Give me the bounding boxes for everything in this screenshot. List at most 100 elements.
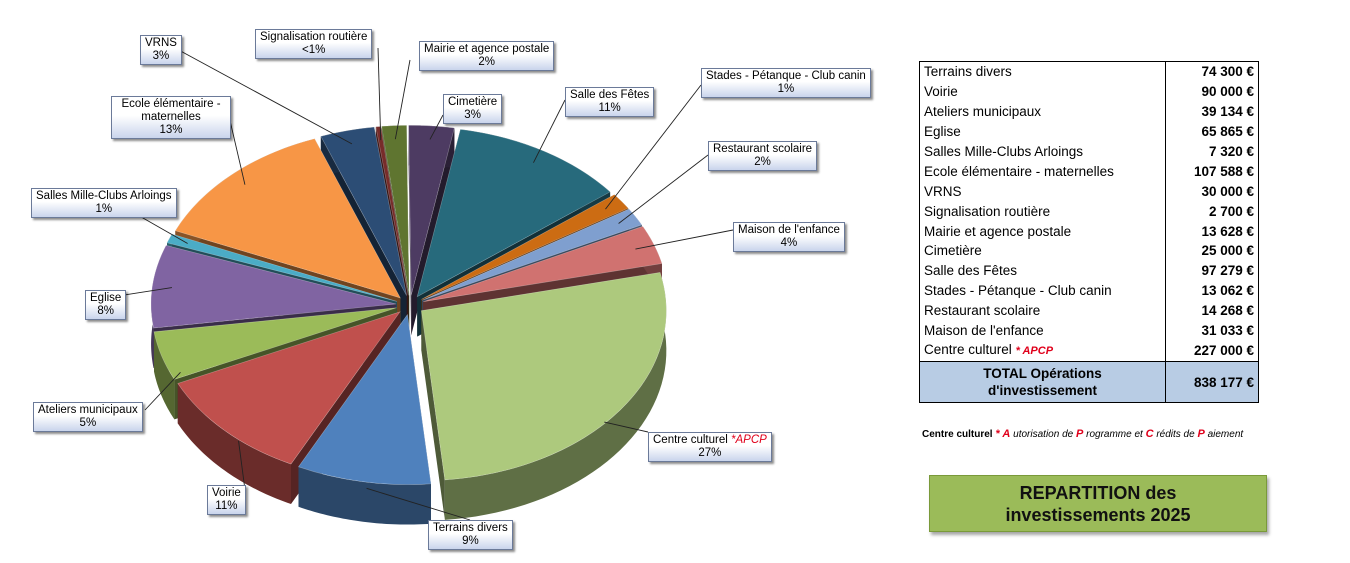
callout-percent: 2%	[478, 56, 495, 68]
callout-restaurant-scolaire: Restaurant scolaire 2%	[708, 141, 818, 171]
footnote-word-4: aiement	[1207, 429, 1244, 440]
row-label: Ateliers municipaux	[924, 104, 1042, 120]
callout-ecole: Ecole élémentaire - maternelles 13%	[111, 96, 231, 139]
row-label: Salle des Fêtes	[924, 263, 1018, 279]
callout-percent: 1%	[95, 203, 113, 215]
pie-slice	[375, 126, 409, 296]
row-label: Voirie	[924, 84, 958, 100]
callout-percent: 13%	[159, 124, 183, 136]
pie-slice	[320, 126, 407, 296]
pie-slice	[422, 208, 643, 301]
table-row-amount: 39 134 €	[1165, 101, 1259, 122]
row-label: Terrains divers	[924, 64, 1012, 80]
table-row-amount: 13 062 €	[1165, 280, 1259, 301]
pie-slice	[421, 272, 667, 481]
pie-slice	[421, 194, 629, 300]
table-row: Cimetière 25 000 €	[919, 241, 1259, 261]
pie-slice	[174, 138, 401, 299]
footnote-letter-p2: P	[1197, 428, 1205, 440]
table-row-name: Voirie	[919, 81, 1166, 102]
slice-outer-wall	[177, 383, 292, 505]
row-label: Restaurant scolaire	[924, 303, 1041, 319]
footnote-lead: Centre culturel	[922, 429, 993, 440]
table-row-name: Ecole élémentaire - maternelles	[919, 161, 1166, 182]
leader-line	[604, 421, 649, 433]
callout-centre-culturel: Centre culturel *APCP 27%	[648, 432, 772, 462]
table-row-name: Maison de l'enfance	[919, 320, 1166, 341]
callout-percent: 1%	[777, 83, 795, 95]
table-row-name: Stades - Pétanque - Club canin	[919, 280, 1166, 301]
table-row-name: Eglise	[919, 121, 1166, 142]
callout-label: VRNS	[145, 37, 177, 49]
leader-line	[144, 371, 181, 411]
callout-salles-mille-clubs: Salles Mille-Clubs Arloings 1%	[31, 188, 177, 218]
footnote-star: *	[995, 428, 1000, 440]
row-label: Centre culturel	[924, 342, 1012, 358]
callout-percent: 11%	[598, 102, 621, 114]
pie-slice	[408, 125, 455, 296]
table-row-amount: 65 865 €	[1165, 121, 1259, 142]
amounts-table-body: Terrains divers 74 300 € Voirie 90 000 € Ate…	[919, 60, 1259, 362]
table-row-amount: 7 320 €	[1165, 141, 1259, 162]
footnote-word-3: rédits de	[1156, 429, 1195, 440]
table-row: Mairie et agence postale 13 628 €	[919, 221, 1259, 242]
table-row-name: Restaurant scolaire	[919, 300, 1166, 321]
table-row: Ateliers municipaux 39 134 €	[919, 101, 1259, 122]
callout-signalisation: Signalisation routière <1%	[255, 29, 373, 59]
leader-line	[117, 287, 172, 297]
leader-line	[238, 440, 246, 491]
leader-line	[533, 99, 566, 163]
title-line1: REPARTITION des	[1019, 482, 1177, 503]
pie-chart	[107, 47, 734, 525]
slice-wall	[421, 310, 445, 520]
total-label: TOTAL Opérations d'investissement	[919, 361, 1166, 404]
row-label: Eglise	[924, 124, 961, 140]
row-label: Mairie et agence postale	[924, 223, 1072, 239]
callout-label: Stades - Pétanque - Club canin	[706, 70, 866, 82]
table-row-amount: 25 000 €	[1165, 241, 1259, 261]
table-row: Voirie 90 000 €	[919, 81, 1259, 102]
table-row-amount: 74 300 €	[1165, 60, 1259, 82]
total-label-line2: d'investissement	[987, 383, 1097, 399]
table-row-amount: 97 279 €	[1165, 260, 1259, 281]
callout-label: Restaurant scolaire	[713, 143, 813, 155]
pie-slice	[381, 125, 410, 296]
callout-percent: 2%	[754, 156, 771, 168]
footnote-letter-a: A	[1002, 428, 1011, 440]
table-row: Eglise 65 865 €	[919, 121, 1259, 142]
leader-line	[174, 47, 353, 145]
callout-maison-enfance: Maison de l'enfance 4%	[733, 222, 845, 252]
footnote-word-2: rogramme et	[1086, 429, 1143, 440]
callout-stades: Stades - Pétanque - Club canin 1%	[701, 68, 871, 98]
callout-percent: 27%	[698, 447, 722, 459]
row-label: Signalisation routière	[924, 203, 1051, 219]
pie-slice	[177, 311, 401, 465]
callout-eglise: Eglise 8%	[85, 290, 127, 320]
pie-tops	[150, 125, 667, 485]
chart-title-box: REPARTITION des investissements 2025	[929, 475, 1267, 532]
table-row-name: Cimetière	[919, 241, 1166, 261]
slice-outer-wall	[154, 331, 175, 420]
callout-label: Ecole élémentaire - maternelles	[121, 98, 221, 123]
row-label: VRNS	[924, 183, 962, 199]
apcp-marker: * APCP	[1015, 345, 1054, 358]
slice-outer-wall	[444, 272, 667, 520]
callout-percent: 8%	[97, 305, 114, 317]
callout-label: Eglise	[90, 292, 122, 304]
total-row: TOTAL Opérations d'investissement 838 17…	[919, 361, 1259, 404]
pie-slice	[298, 313, 432, 485]
amounts-table: Terrains divers 74 300 € Voirie 90 000 € Ate…	[919, 60, 1259, 404]
table-row-amount: 31 033 €	[1165, 320, 1259, 341]
footnote-letter-p1: P	[1075, 428, 1084, 440]
callout-percent: 5%	[79, 417, 97, 429]
table-row-name: Ateliers municipaux	[919, 101, 1166, 122]
table-row-name: Salle des Fêtes	[919, 260, 1166, 281]
callout-label: Voirie	[212, 487, 241, 499]
table-row-amount: 14 268 €	[1165, 300, 1259, 321]
total-amount: 838 177 €	[1165, 361, 1259, 404]
row-label: Salles Mille-Clubs Arloings	[924, 144, 1084, 159]
callout-label: Terrains divers	[433, 522, 508, 534]
callout-salle-des-fetes: Salle des Fêtes 11%	[565, 87, 655, 117]
table-row: Signalisation routière 2 700 €	[919, 201, 1259, 222]
table-row-amount: 90 000 €	[1165, 81, 1259, 102]
